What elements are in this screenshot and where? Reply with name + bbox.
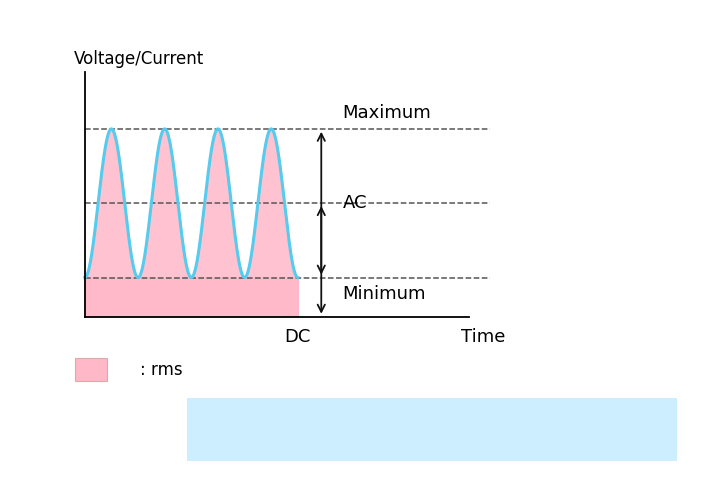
Text: AC: AC — [343, 194, 367, 212]
Text: Minimum: Minimum — [343, 285, 426, 303]
Text: : rms: : rms — [140, 360, 183, 379]
Text: Voltage/Current: Voltage/Current — [74, 50, 204, 68]
Text: Time: Time — [462, 328, 505, 347]
Text: Maximum: Maximum — [343, 104, 431, 122]
Text: DC: DC — [284, 328, 311, 347]
Text: (Example) Measurement of DC + AC wave: (Example) Measurement of DC + AC wave — [241, 420, 623, 439]
FancyBboxPatch shape — [75, 358, 107, 381]
